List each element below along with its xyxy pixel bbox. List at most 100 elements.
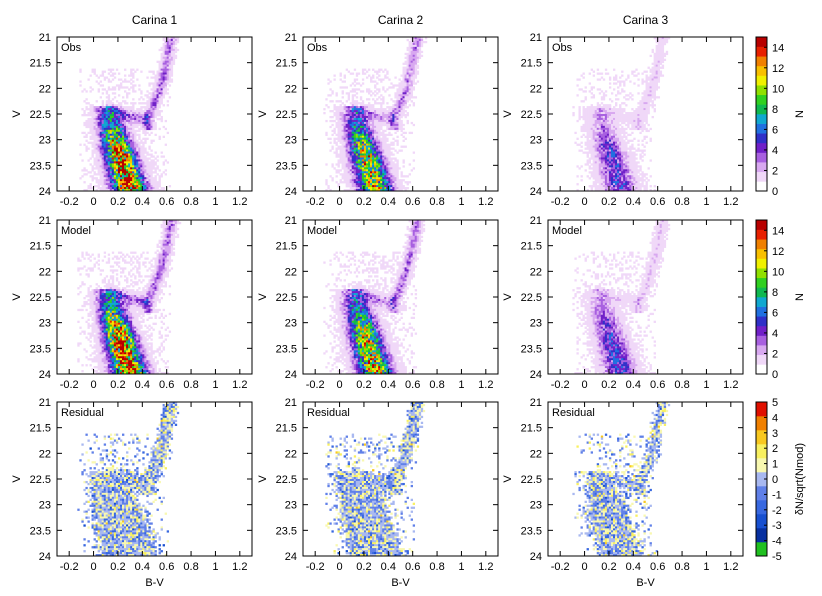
heatmap-cell — [372, 155, 375, 158]
heatmap-cell — [156, 86, 159, 89]
heatmap-cell — [615, 157, 618, 160]
heatmap-cell — [370, 145, 373, 148]
heatmap-cell — [590, 86, 593, 89]
heatmap-cell — [89, 121, 92, 125]
heatmap-cell — [598, 135, 602, 138]
heatmap-cell — [146, 94, 149, 97]
heatmap-cell — [357, 133, 361, 137]
heatmap-cell — [142, 137, 145, 140]
heatmap-cell — [623, 133, 626, 137]
heatmap-cell — [93, 151, 96, 154]
heatmap-cell — [109, 149, 113, 152]
heatmap-cell — [109, 157, 113, 160]
heatmap-cell — [154, 177, 157, 180]
heatmap-cell — [408, 96, 411, 99]
heatmap-cell — [355, 163, 359, 166]
heatmap-cell — [117, 181, 121, 184]
heatmap-cell — [81, 114, 84, 117]
heatmap-cell — [101, 104, 105, 107]
heatmap-cell — [140, 108, 143, 111]
heatmap-cell — [101, 115, 105, 119]
heatmap-cell — [333, 127, 336, 131]
heatmap-cell — [361, 110, 365, 113]
heatmap-cell — [357, 143, 361, 146]
heatmap-cell — [363, 185, 367, 188]
heatmap-cell — [95, 153, 98, 156]
heatmap-cell — [412, 37, 416, 40]
heatmap-cell — [613, 117, 616, 121]
heatmap-cell — [148, 179, 151, 182]
heatmap-cell — [343, 139, 346, 142]
heatmap-cell — [627, 157, 630, 160]
heatmap-cell — [83, 121, 86, 125]
heatmap-cell — [339, 86, 342, 89]
heatmap-cell — [374, 175, 377, 178]
heatmap-cell — [101, 147, 105, 150]
heatmap-cell — [111, 115, 115, 119]
heatmap-cell — [606, 117, 610, 121]
heatmap-cell — [138, 183, 141, 186]
heatmap-cell — [107, 102, 111, 105]
heatmap-cell — [621, 183, 624, 186]
heatmap-cell — [111, 117, 115, 121]
heatmap-cell — [382, 167, 385, 170]
heatmap-cell — [590, 139, 593, 142]
heatmap-cell — [376, 185, 379, 188]
heatmap-cell — [93, 68, 96, 71]
heatmap-cell — [158, 137, 161, 140]
heatmap-cell — [103, 155, 107, 158]
heatmap-cell — [406, 64, 409, 67]
heatmap-cell — [357, 139, 361, 142]
heatmap-cell — [103, 181, 107, 184]
heatmap-cell — [117, 177, 121, 180]
heatmap-cell — [594, 161, 598, 164]
heatmap-cell — [343, 135, 346, 138]
y-tick-label: 23.5 — [276, 160, 297, 172]
heatmap-cell — [600, 165, 604, 168]
heatmap-cell — [408, 44, 411, 48]
heatmap-cell — [408, 40, 411, 44]
heatmap-cell — [610, 137, 614, 140]
heatmap-cell — [124, 179, 127, 182]
heatmap-cell — [359, 167, 363, 170]
heatmap-cell — [610, 175, 614, 178]
heatmap-cell — [602, 179, 606, 182]
heatmap-cell — [103, 133, 107, 137]
heatmap-cell — [386, 175, 389, 178]
heatmap-cell — [608, 167, 612, 170]
heatmap-cell — [154, 104, 157, 107]
heatmap-cell — [355, 187, 359, 190]
heatmap-cell — [164, 169, 167, 172]
heatmap-cell — [404, 100, 407, 103]
heatmap-cell — [349, 147, 353, 150]
heatmap-cell — [386, 185, 389, 188]
heatmap-cell — [172, 54, 176, 58]
heatmap-cell — [414, 58, 418, 61]
heatmap-cell — [384, 112, 387, 115]
heatmap-cell — [380, 179, 383, 182]
heatmap-cell — [107, 115, 111, 119]
heatmap-cell — [126, 119, 129, 123]
heatmap-cell — [374, 151, 377, 154]
heatmap-cell — [606, 153, 610, 156]
heatmap-cell — [592, 139, 596, 142]
heatmap-cell — [150, 173, 153, 176]
heatmap-cell — [365, 171, 369, 174]
heatmap-cell — [410, 92, 413, 95]
heatmap-cell — [418, 38, 422, 42]
heatmap-cell — [333, 74, 336, 77]
heatmap-cell — [122, 153, 125, 156]
heatmap-cell — [146, 108, 149, 111]
heatmap-cell — [586, 147, 589, 150]
heatmap-cell — [162, 189, 165, 192]
heatmap-cell — [588, 135, 591, 138]
heatmap-cell — [124, 68, 127, 71]
heatmap-cell — [623, 151, 626, 154]
heatmap-cell — [637, 183, 640, 186]
heatmap-cell — [115, 133, 119, 137]
heatmap-cell — [361, 187, 365, 190]
heatmap-cell — [404, 131, 407, 135]
heatmap-cell — [91, 153, 94, 156]
heatmap-cell — [150, 175, 153, 178]
heatmap-cell — [408, 52, 411, 56]
